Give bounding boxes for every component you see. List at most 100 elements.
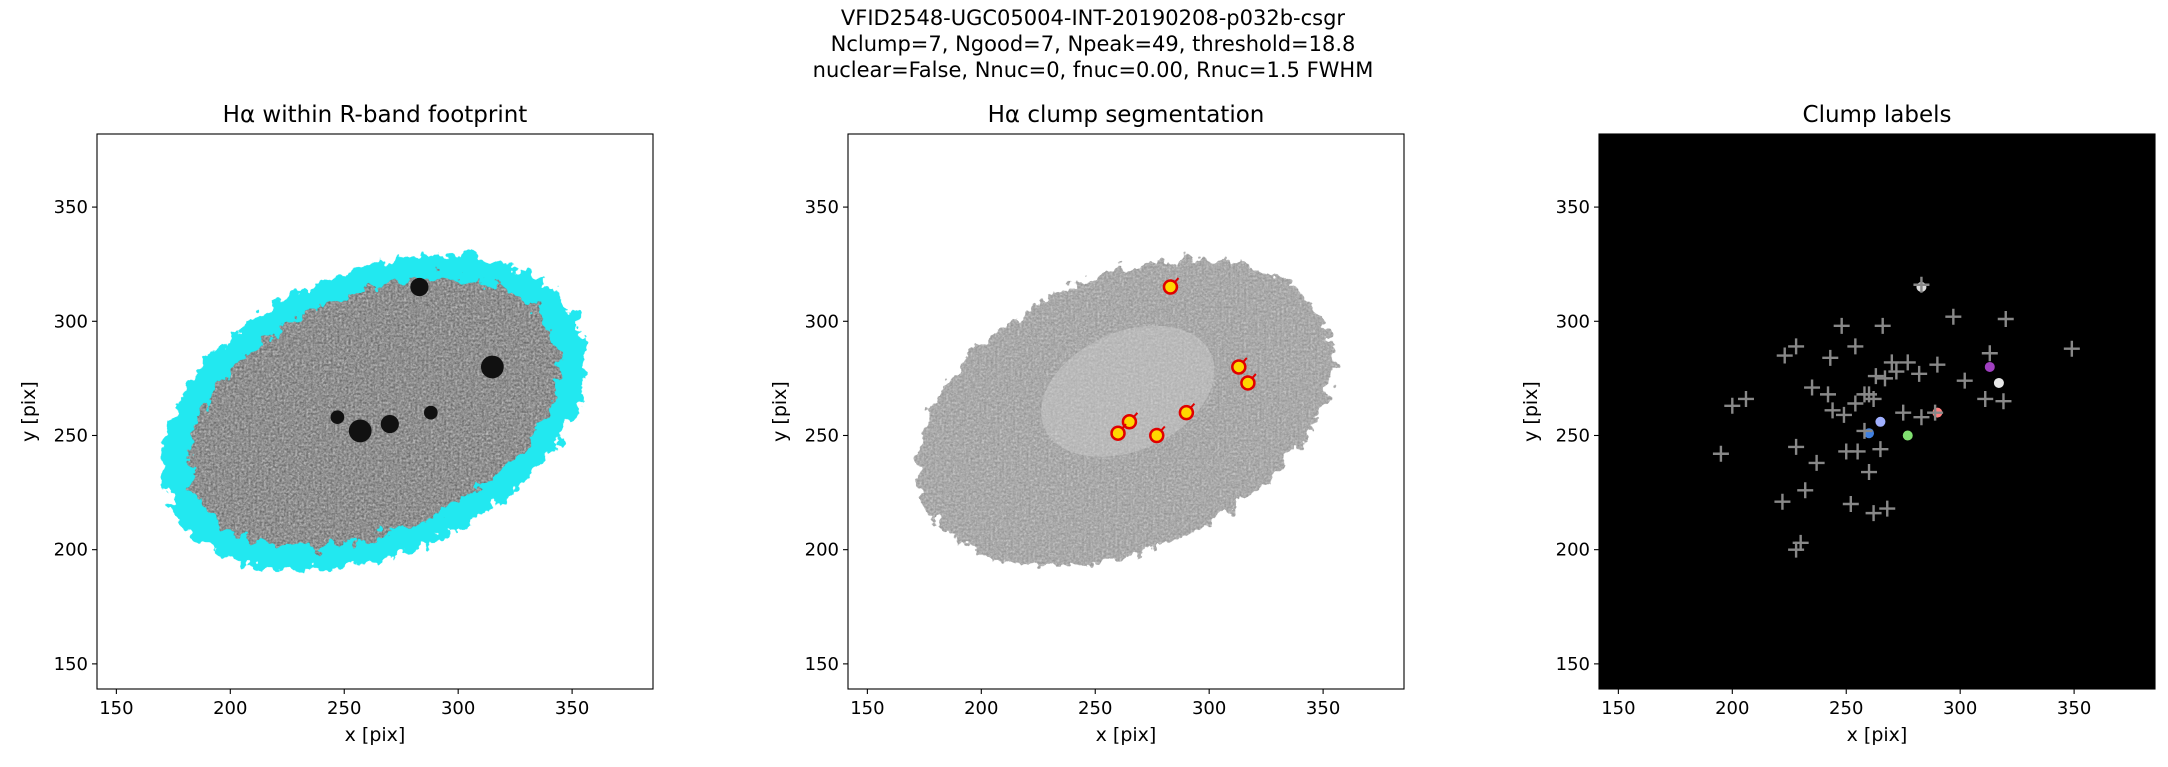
peak-marker [1927, 404, 1944, 421]
peak-marker [1776, 347, 1793, 364]
clump-label [1984, 361, 1995, 372]
galaxy [188, 278, 560, 548]
peak-marker [2063, 340, 2080, 357]
peak-marker [1835, 406, 1852, 423]
clump-marker [1149, 427, 1165, 444]
peak-marker [1874, 317, 1891, 334]
x-tick-label: 250 [327, 698, 361, 719]
y-axis-label: y [pix] [1520, 381, 1542, 442]
peak-marker [1911, 365, 1928, 382]
panel: 150 200 250 300 350 150 200 250 300 350 Hα clump s… [769, 102, 1405, 746]
image [161, 254, 586, 571]
peak-marker [1865, 505, 1882, 522]
x-tick-label: 350 [2057, 698, 2091, 719]
peak-marker [1872, 441, 1889, 458]
peak-marker [1788, 338, 1805, 355]
galaxy-core [1041, 325, 1215, 457]
peak-marker [1820, 386, 1837, 403]
peak-marker [1788, 438, 1805, 455]
clump-marker [1110, 425, 1126, 441]
y-tick-label: 250 [1556, 425, 1590, 446]
peak-marker [1774, 493, 1791, 510]
peak-marker [1804, 379, 1821, 396]
x-tick-label: 250 [1829, 698, 1863, 719]
x-tick-label: 300 [1192, 698, 1226, 719]
peak-marker [1788, 541, 1805, 558]
dark-knot [348, 419, 372, 443]
x-tick-label: 200 [964, 698, 998, 719]
peak-marker [1822, 349, 1839, 366]
dark-knot [380, 414, 399, 434]
peak-marker [1913, 276, 1930, 293]
peak-marker [1847, 395, 1864, 412]
suptitle: VFID2548-UGC05004-INT-20190208-p032b-csg… [841, 6, 1345, 30]
dark-knot [330, 410, 345, 425]
y-tick-label: 200 [1556, 540, 1590, 561]
galaxy [917, 259, 1333, 566]
clump-marker [1178, 404, 1195, 421]
panel-title: Clump labels [1803, 102, 1952, 128]
clump-label [1875, 416, 1886, 427]
y-tick-label: 250 [805, 425, 839, 446]
peak-marker [1945, 308, 1962, 325]
axes-frame [847, 133, 1405, 690]
y-tick-label: 350 [805, 197, 839, 218]
x-axis-label: x [pix] [345, 724, 406, 746]
peak-marker [1956, 372, 1973, 389]
panel: 150 200 250 300 350 150 200 250 300 350 Clump labe… [1520, 102, 2156, 746]
galaxy-body [917, 259, 1333, 566]
y-tick-label: 350 [54, 197, 88, 218]
peak-marker [1876, 370, 1893, 387]
peak-marker [1913, 409, 1930, 426]
peak-marker [1995, 393, 2012, 410]
dark-knot [423, 405, 438, 420]
x-tick-label: 350 [1306, 698, 1340, 719]
y-tick-label: 150 [54, 654, 88, 675]
y-axis-label: y [pix] [18, 381, 40, 442]
peak-marker [1712, 445, 1729, 462]
x-tick-label: 350 [555, 698, 589, 719]
peak-marker [1929, 356, 1946, 373]
peak-marker [1856, 422, 1873, 439]
peak-marker [1724, 397, 1741, 414]
peak-marker [1847, 338, 1864, 355]
y-tick-label: 150 [1556, 654, 1590, 675]
peak-marker [1737, 390, 1754, 407]
y-tick-label: 300 [1556, 311, 1590, 332]
x-tick-label: 150 [99, 698, 133, 719]
x-tick-label: 250 [1078, 698, 1112, 719]
peak-marker [1824, 402, 1841, 419]
peak-marker [1888, 363, 1905, 380]
clump-marker [1240, 375, 1256, 391]
x-axis-label: x [pix] [1096, 724, 1157, 746]
peak-marker [1808, 454, 1825, 471]
clump-label [1993, 377, 2004, 388]
x-axis-label: x [pix] [1847, 724, 1908, 746]
suptitle: Nclump=7, Ngood=7, Npeak=49, threshold=1… [831, 32, 1356, 56]
peak-marker [1899, 354, 1916, 371]
galaxy-body [188, 278, 560, 548]
y-tick-label: 200 [805, 540, 839, 561]
dark-knot [480, 355, 504, 379]
y-tick-label: 150 [805, 654, 839, 675]
y-axis-label: y [pix] [769, 381, 791, 442]
x-tick-label: 300 [441, 698, 475, 719]
x-tick-label: 200 [1715, 698, 1749, 719]
image [917, 259, 1333, 566]
peak-marker [1861, 464, 1878, 481]
y-tick-label: 300 [805, 311, 839, 332]
peak-marker [1849, 443, 1866, 460]
clump-marker [1162, 279, 1179, 295]
x-tick-label: 150 [850, 698, 884, 719]
suptitle: nuclear=False, Nnuc=0, fnuc=0.00, Rnuc=1… [813, 58, 1374, 82]
axes-frame [96, 133, 654, 690]
x-tick-label: 300 [1943, 698, 1977, 719]
peak-marker [1977, 390, 1994, 407]
panel: 150 200 250 300 350 150 200 250 300 350 Hα within … [18, 102, 654, 746]
plot-background [1599, 134, 2155, 689]
peak-marker [1797, 482, 1814, 499]
peak-marker [1981, 345, 1998, 362]
peak-marker [1883, 354, 1900, 371]
y-tick-label: 350 [1556, 197, 1590, 218]
